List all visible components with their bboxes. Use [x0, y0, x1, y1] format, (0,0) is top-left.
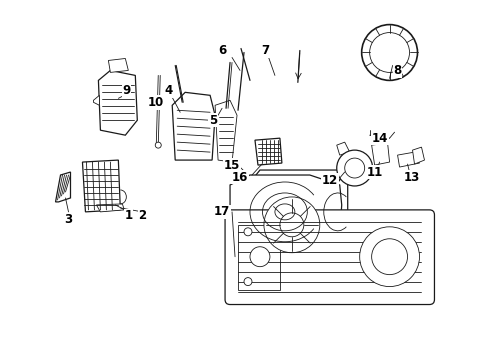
Text: 3: 3: [65, 213, 73, 226]
Text: 16: 16: [232, 171, 248, 184]
FancyBboxPatch shape: [225, 210, 435, 305]
Polygon shape: [371, 143, 390, 165]
Text: 11: 11: [367, 166, 383, 179]
Text: 10: 10: [148, 96, 164, 109]
Text: 4: 4: [164, 84, 172, 97]
Circle shape: [155, 142, 161, 148]
Polygon shape: [248, 185, 336, 270]
Polygon shape: [255, 138, 282, 165]
Polygon shape: [94, 95, 99, 105]
Circle shape: [337, 150, 372, 186]
Circle shape: [371, 239, 408, 275]
Text: 7: 7: [261, 44, 269, 57]
Circle shape: [244, 278, 252, 285]
Circle shape: [345, 158, 365, 178]
Polygon shape: [413, 147, 424, 164]
Polygon shape: [337, 142, 350, 155]
Polygon shape: [108, 58, 128, 72]
Polygon shape: [238, 225, 280, 289]
Text: 1: 1: [124, 210, 132, 222]
Circle shape: [369, 32, 410, 72]
Polygon shape: [172, 92, 215, 160]
Circle shape: [360, 227, 419, 287]
Circle shape: [244, 228, 252, 236]
Text: 2: 2: [138, 210, 147, 222]
Polygon shape: [98, 71, 137, 135]
Circle shape: [250, 247, 270, 267]
Text: 13: 13: [403, 171, 419, 184]
Circle shape: [264, 197, 320, 253]
Text: 8: 8: [393, 64, 402, 77]
Polygon shape: [215, 100, 237, 162]
Polygon shape: [97, 204, 124, 212]
Circle shape: [362, 24, 417, 80]
Text: 17: 17: [214, 205, 230, 219]
Polygon shape: [336, 170, 348, 270]
Polygon shape: [230, 175, 342, 252]
Text: 6: 6: [218, 44, 226, 57]
Text: 14: 14: [371, 132, 388, 145]
Polygon shape: [82, 160, 121, 212]
Circle shape: [280, 213, 304, 237]
Polygon shape: [248, 170, 348, 185]
Polygon shape: [397, 152, 419, 167]
Text: 12: 12: [321, 174, 338, 186]
Polygon shape: [55, 172, 71, 202]
Text: 15: 15: [224, 158, 240, 172]
Text: 9: 9: [122, 84, 130, 97]
Text: 5: 5: [209, 114, 217, 127]
